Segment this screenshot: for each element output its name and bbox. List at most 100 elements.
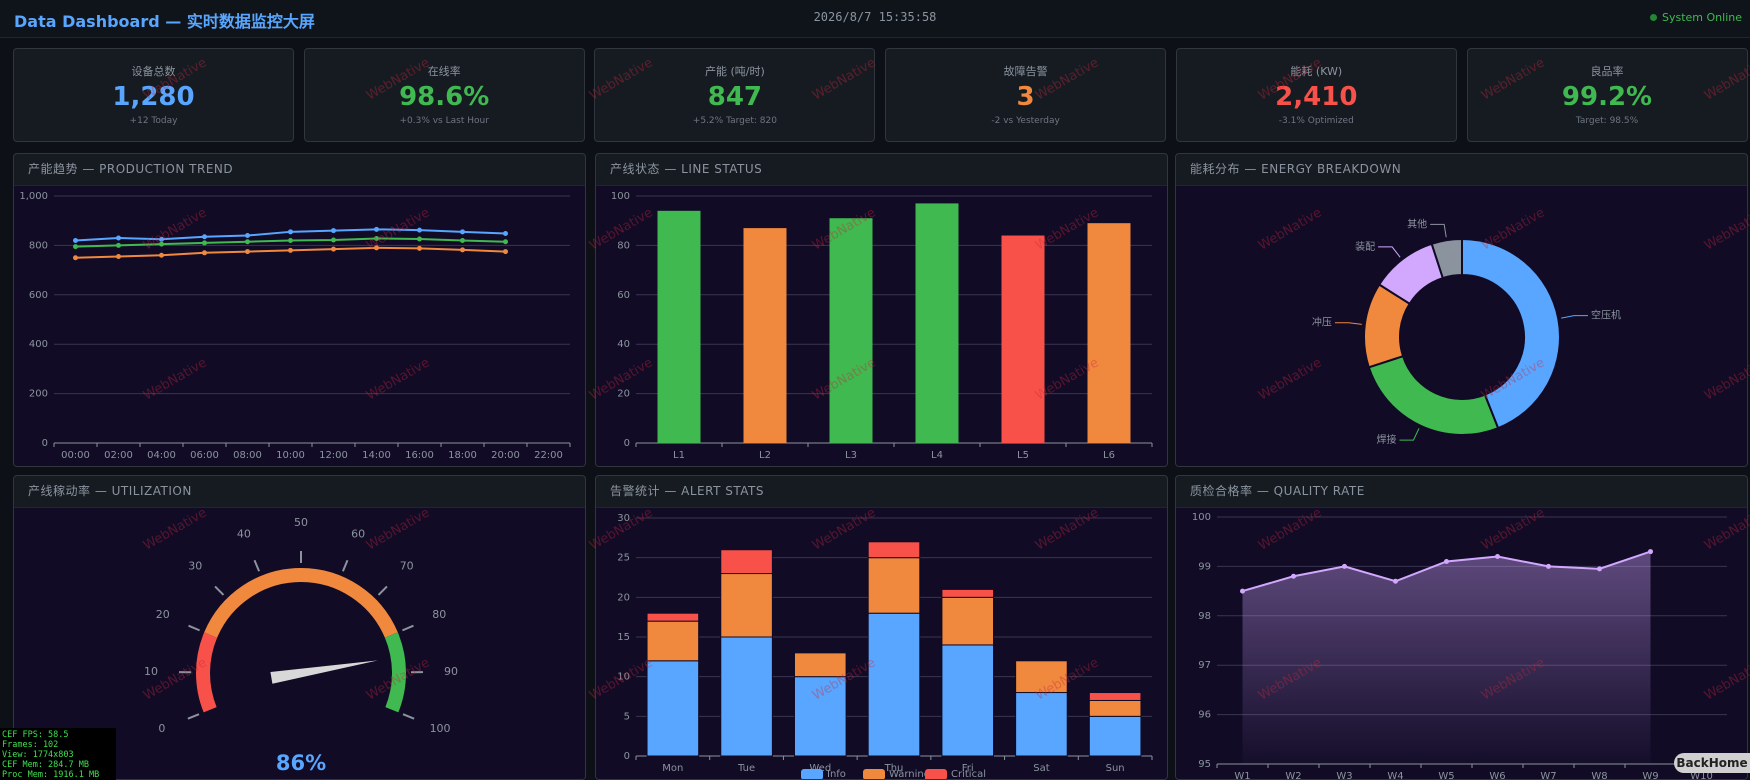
point — [116, 254, 121, 260]
bar-segment — [1015, 660, 1068, 694]
point — [1291, 573, 1296, 579]
kpi-card: 产能 (吨/时) 847 +5.2% Target: 820 — [594, 48, 876, 142]
y-tick-label: 15 — [617, 632, 630, 643]
x-tick-label: Fri — [962, 763, 974, 774]
point — [460, 229, 465, 235]
y-tick-label: 96 — [1198, 710, 1211, 721]
gauge-value: 86% — [276, 751, 326, 775]
kpi-value: 2,410 — [1275, 82, 1358, 112]
point — [116, 242, 121, 248]
legend-swatch — [925, 769, 947, 779]
kpi-value: 847 — [707, 82, 763, 112]
gauge-tick-label: 10 — [144, 665, 158, 678]
bar-segment — [867, 612, 921, 757]
status: System Online — [1650, 11, 1742, 24]
leader-line — [1334, 322, 1362, 325]
x-tick-label: Wed — [809, 763, 831, 774]
x-tick-label: L2 — [759, 450, 771, 461]
y-tick-label: 600 — [29, 290, 48, 301]
y-tick-label: 80 — [617, 240, 630, 251]
kpi-label: 故障告警 — [1003, 65, 1048, 78]
point — [503, 249, 508, 255]
y-tick-label: 95 — [1198, 759, 1211, 770]
y-tick-label: 1,000 — [19, 191, 48, 202]
point — [331, 237, 336, 243]
kpi-note: +5.2% Target: 820 — [692, 116, 777, 126]
point — [202, 234, 207, 240]
kpi-card: 故障告警 3 -2 vs Yesterday — [885, 48, 1167, 142]
point — [202, 250, 207, 256]
point — [1495, 554, 1500, 560]
y-tick-label: 20 — [617, 389, 630, 400]
gauge-tick-label: 70 — [400, 560, 414, 573]
legend-label: Warning — [889, 769, 930, 780]
chart: 0 200 400 600 800 1,000 00:00 02:00 04:00 06:00 08… — [14, 186, 585, 466]
chart-panel: 产线状态 — LINE STATUS 0 20 40 60 80 100 L1 L2 L3 L4 L5… — [595, 153, 1168, 467]
x-tick-label: 10:00 — [276, 450, 305, 461]
x-tick-label: W9 — [1642, 771, 1658, 780]
slice-label: 冲压 — [1312, 316, 1332, 329]
kpi-card: 良品率 99.2% Target: 98.5% — [1466, 48, 1748, 142]
point — [159, 241, 164, 247]
x-tick-label: W2 — [1285, 771, 1301, 780]
x-tick-label: 22:00 — [534, 450, 563, 461]
gauge-band — [204, 568, 398, 638]
point — [1444, 558, 1449, 564]
bar-segment — [1088, 715, 1142, 757]
bar-segment — [720, 549, 773, 575]
point — [73, 255, 78, 261]
chart-panel: 能耗分布 — ENERGY BREAKDOWN 空压机 焊接 冲压 装配 其他 — [1175, 153, 1748, 467]
point — [73, 237, 78, 243]
gauge-tick — [341, 559, 349, 572]
x-tick-label: W4 — [1387, 771, 1403, 780]
point — [374, 235, 379, 241]
y-tick-label: 400 — [29, 339, 48, 350]
panel-title: 产能趋势 — PRODUCTION TREND — [14, 154, 585, 186]
point — [503, 239, 508, 245]
point — [1393, 578, 1398, 584]
chart: 0 5 10 15 20 25 30 Mon Tue Wed Thu Fri Sat Sun Info War… — [596, 508, 1167, 780]
gauge-tick — [187, 713, 200, 720]
bar-segment — [720, 636, 773, 757]
y-tick-label: 5 — [624, 711, 630, 722]
gauge-tick-label: 80 — [432, 608, 446, 621]
title: Data Dashboard — 实时数据监控大屏 — [14, 12, 315, 31]
bar-segment — [941, 644, 995, 757]
panel-title: 告警统计 — ALERT STATS — [596, 476, 1167, 508]
bar — [1087, 223, 1131, 443]
y-tick-label: 800 — [29, 240, 48, 251]
x-tick-label: Tue — [737, 763, 755, 774]
x-tick-label: 04:00 — [147, 450, 176, 461]
chart-panel: 质检合格率 — QUALITY RATE 95 96 97 98 99 100 W1 W2 W3 W… — [1175, 475, 1748, 780]
point — [460, 237, 465, 243]
x-tick-label: 18:00 — [448, 450, 477, 461]
gauge-band — [196, 632, 218, 713]
y-tick-label: 60 — [617, 290, 630, 301]
kpi-label: 良品率 — [1590, 65, 1624, 78]
chart: 0 20 40 60 80 100 L1 L2 L3 L4 L5 L6 — [596, 186, 1167, 466]
leader-line — [1378, 246, 1401, 258]
bar-segment — [867, 541, 921, 559]
point — [417, 227, 422, 233]
x-tick-label: W1 — [1234, 771, 1250, 780]
kpi-label: 在线率 — [427, 65, 461, 78]
bar-segment — [941, 588, 995, 598]
x-tick-label: Sat — [1033, 763, 1049, 774]
point — [245, 233, 250, 239]
x-tick-label: 06:00 — [190, 450, 219, 461]
kpi-label: 产能 (吨/时) — [704, 65, 765, 78]
gauge-band — [384, 632, 406, 713]
bar-segment — [646, 620, 700, 662]
x-tick-label: L3 — [845, 450, 857, 461]
x-tick-label: W6 — [1489, 771, 1505, 780]
gauge-tick-label: 0 — [158, 722, 165, 735]
back-button[interactable]: BackHome — [1674, 753, 1750, 773]
point — [73, 244, 78, 250]
legend-swatch — [863, 769, 885, 779]
bar-segment — [646, 660, 700, 757]
slice — [1461, 237, 1561, 430]
panel-title: 质检合格率 — QUALITY RATE — [1176, 476, 1747, 508]
legend-swatch — [801, 769, 823, 779]
point — [288, 247, 293, 253]
x-tick-label: L1 — [673, 450, 685, 461]
